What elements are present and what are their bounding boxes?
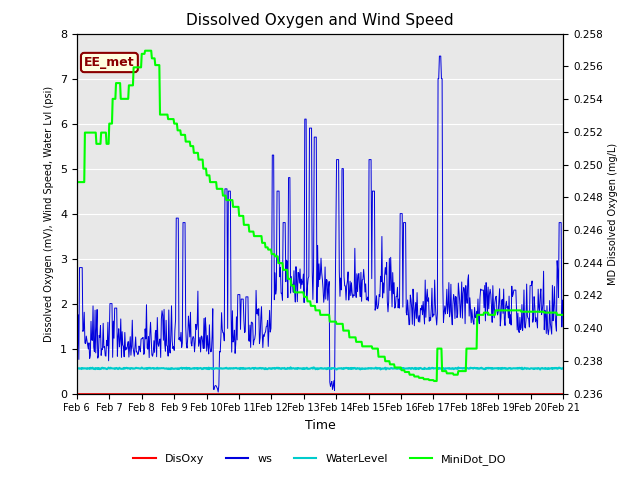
Legend: DisOxy, ws, WaterLevel, MiniDot_DO: DisOxy, ws, WaterLevel, MiniDot_DO	[129, 450, 511, 469]
X-axis label: Time: Time	[305, 419, 335, 432]
Text: EE_met: EE_met	[84, 56, 135, 69]
Y-axis label: Dissolved Oxygen (mV), Wind Speed, Water Lvl (psi): Dissolved Oxygen (mV), Wind Speed, Water…	[44, 85, 54, 342]
Title: Dissolved Oxygen and Wind Speed: Dissolved Oxygen and Wind Speed	[186, 13, 454, 28]
Y-axis label: MD Dissolved Oxygen (mg/L): MD Dissolved Oxygen (mg/L)	[608, 143, 618, 285]
